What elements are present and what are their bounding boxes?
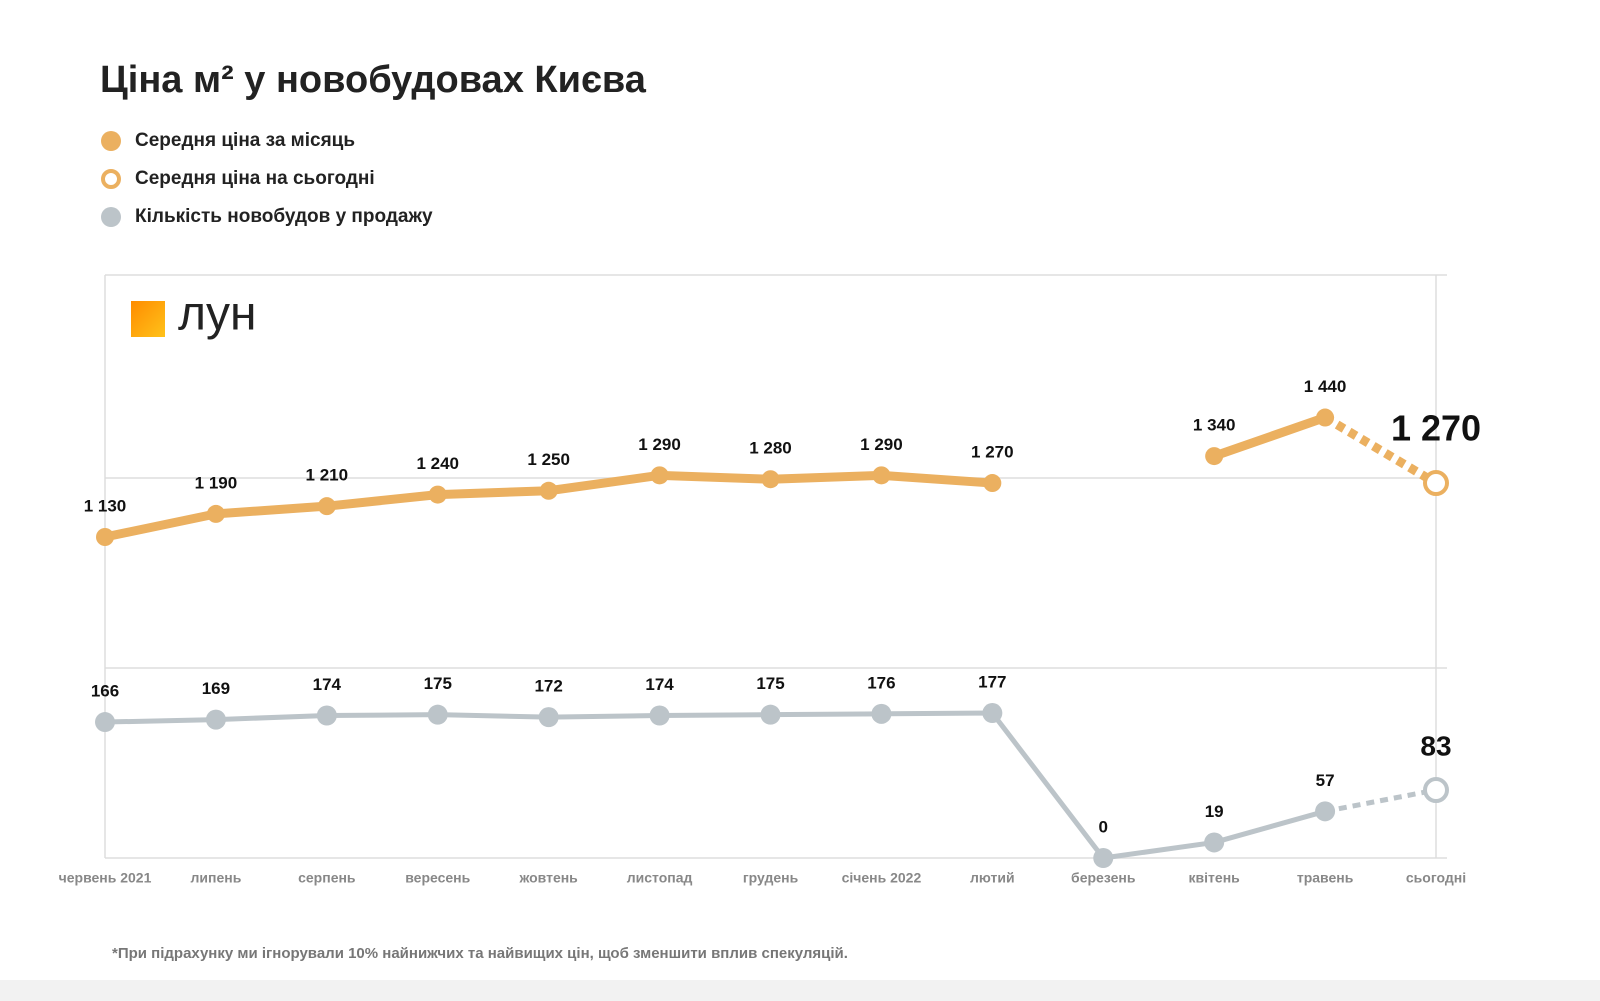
logo-mark [131,301,165,337]
point [205,709,226,730]
x-tick-label: листопад [627,870,693,886]
value-label: 175 [424,674,452,693]
point [316,705,337,726]
value-label: 1 270 [1391,408,1481,449]
legend-marker [101,207,121,227]
point [1423,470,1449,497]
x-tick-label: квітень [1189,870,1241,886]
value-label: 1 270 [971,443,1014,462]
value-label: 1 290 [638,435,681,454]
x-tick-label: березень [1071,870,1136,886]
point [1204,832,1225,853]
value-label: 19 [1205,802,1224,821]
point [96,528,114,546]
x-tick-label: жовтень [519,870,579,886]
value-label: 175 [756,674,784,693]
value-label: 1 130 [84,496,127,515]
x-tick-label: вересень [405,870,470,886]
value-label: 57 [1316,771,1335,790]
footnote: *При підрахунку ми ігнорували 10% найниж… [112,945,848,962]
frame [104,274,1447,859]
value-label: 177 [978,673,1006,692]
x-tick-label: травень [1297,870,1354,886]
x-tick-label: серпень [298,870,356,886]
projection-line [1322,413,1439,487]
point [983,474,1002,493]
value-label: 176 [867,673,895,692]
x-tick-label: лютий [970,870,1015,886]
point [761,470,780,489]
projection-line [1324,787,1437,814]
value-label: 166 [91,682,119,701]
legend-marker [101,131,121,151]
x-tick-label: січень 2022 [842,870,922,886]
value-label: 1 290 [860,435,903,454]
point [427,704,448,725]
value-label: 1 190 [195,473,238,492]
point [982,703,1003,724]
point [539,481,558,500]
point [1423,777,1449,804]
x-tick-label: грудень [743,870,799,886]
value-label: 1 240 [416,454,459,473]
bottom-bar [0,980,1600,1001]
point [649,705,670,726]
value-label: 1 210 [306,466,349,485]
x-tick-label: сьогодні [1406,870,1466,886]
x-tick-label: липень [191,870,242,886]
legend-label: Кількість новобудов у продажу [135,206,433,227]
value-label: 174 [313,675,342,694]
point [650,466,669,485]
point [428,485,447,504]
x-tick-label: червень 2021 [59,870,152,886]
point [95,712,115,733]
point [538,707,559,728]
logo: лун [178,288,257,341]
series-line [102,710,1328,861]
value-label: 1 340 [1193,416,1236,435]
point [760,704,781,725]
point [1093,848,1114,868]
value-label: 0 [1099,817,1108,836]
value-label: 1 440 [1304,377,1347,396]
value-label: 169 [202,679,230,698]
legend-label: Середня ціна за місяць [135,130,355,151]
point [317,497,336,516]
point [1205,447,1224,466]
value-label: 172 [534,677,562,696]
point [206,504,225,523]
point [872,466,891,485]
value-label: 174 [645,675,674,694]
value-label: 1 250 [527,450,570,469]
chart-title: Ціна м² у новобудовах Києва [100,59,647,101]
value-label: 83 [1420,730,1451,761]
value-label: 1 280 [749,439,792,458]
point [871,703,892,724]
legend-label: Середня ціна на сьогодні [135,168,375,189]
legend-marker [101,169,121,189]
